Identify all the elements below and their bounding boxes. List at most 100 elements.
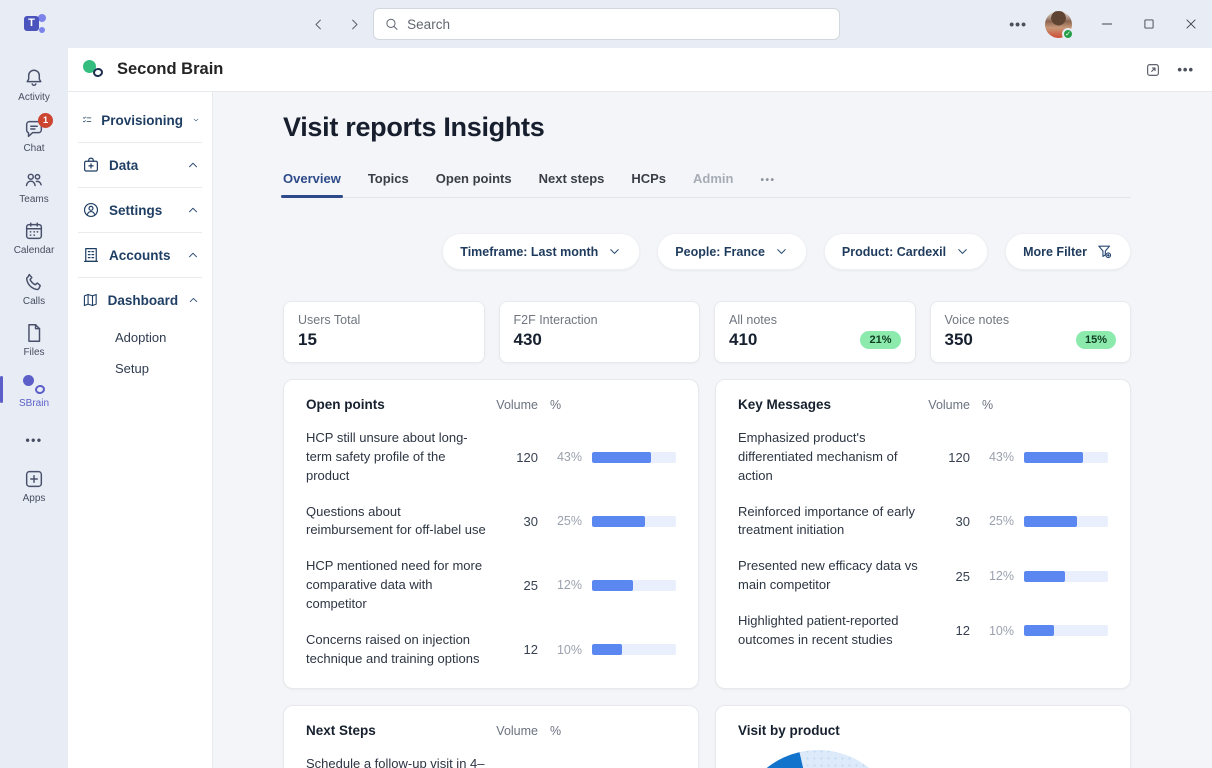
app-sidebar: Provisioning Data Settings (68, 92, 213, 768)
page-title: Visit reports Insights (283, 112, 545, 142)
main-content: Visit reports Insights Overview Topics O… (213, 92, 1212, 768)
tab-hcps[interactable]: HCPs (631, 171, 667, 186)
sidebar-item-adoption[interactable]: Adoption (115, 330, 167, 345)
bar (1024, 570, 1108, 582)
table-row: Concerns raised on injection technique a… (306, 631, 676, 669)
app-header: Second Brain ••• (68, 48, 1212, 92)
filter-funnel-icon (1098, 245, 1112, 259)
filter-people[interactable]: People: France (657, 233, 807, 270)
bar (592, 579, 676, 591)
table-row: Schedule a follow-up visit in 4–6 weeks … (306, 756, 582, 768)
window-titlebar: T ••• ✓ (0, 0, 1212, 48)
chat-icon (25, 120, 43, 138)
chart-title: Visit by product (738, 723, 840, 739)
rail-more-icon[interactable]: ••• (25, 433, 43, 447)
stat-all-notes: All notes 410 21% (714, 301, 916, 363)
donut-segment-dermaril (799, 750, 869, 768)
titlebar-more-icon[interactable]: ••• (1009, 16, 1027, 32)
checklist-icon (82, 116, 92, 123)
table-row: Highlighted patient-reported outcomes in… (738, 612, 1108, 650)
donut-segment-cardexil (767, 752, 804, 768)
tabs-more-icon[interactable]: ••• (760, 175, 776, 186)
stat-cards: Users Total 15 F2F Interaction 430 All n… (283, 301, 1131, 363)
rail-item-activity[interactable]: Activity (0, 60, 68, 111)
bar (1024, 451, 1108, 463)
insight-cards: Open points Volume % HCP still unsure ab… (283, 379, 1131, 768)
person-circle-icon (83, 202, 99, 218)
rail-item-calls[interactable]: Calls (0, 264, 68, 315)
rail-item-chat[interactable]: 1 Chat (0, 111, 68, 162)
avatar[interactable]: ✓ (1045, 10, 1074, 40)
search-icon (386, 18, 398, 30)
app-header-more-icon[interactable]: ••• (1177, 62, 1194, 77)
tab-topics[interactable]: Topics (367, 171, 409, 186)
chat-badge: 1 (38, 113, 53, 128)
phone-icon (25, 273, 41, 291)
minimize-button[interactable] (1086, 0, 1128, 48)
second-brain-logo-icon (83, 58, 109, 82)
tab-open-points[interactable]: Open points (435, 171, 512, 186)
filter-product[interactable]: Product: Cardexil (823, 233, 989, 270)
app-name: Second Brain (117, 60, 224, 78)
data-bag-icon (84, 157, 98, 172)
nav-forward-icon[interactable] (342, 12, 366, 36)
bar (592, 644, 676, 656)
search-input[interactable] (407, 16, 829, 32)
chevron-down-icon (777, 249, 786, 254)
sidebar-item-setup[interactable]: Setup (115, 361, 149, 376)
chevron-down-icon (958, 249, 967, 254)
sidebar-item-provisioning[interactable]: Provisioning (68, 98, 212, 142)
nav-back-icon[interactable] (306, 12, 330, 36)
sidebar-item-data[interactable]: Data (68, 143, 212, 187)
filter-more[interactable]: More Filter (1005, 233, 1131, 270)
bar (592, 451, 676, 463)
table-row: Presented new efficacy data vs main comp… (738, 557, 1108, 595)
table-row: Emphasized product's differentiated mech… (738, 429, 1108, 486)
people-icon (25, 173, 42, 187)
sidebar-item-settings[interactable]: Settings (68, 188, 212, 232)
next-steps-card: Next Steps Volume % Schedule a follow-up… (283, 705, 699, 768)
donut-chart (767, 750, 869, 768)
tab-admin[interactable]: Admin (693, 171, 734, 186)
rail-item-sbrain[interactable]: SBrain (0, 366, 68, 417)
status-badge: 15% (1075, 331, 1116, 349)
sbrain-icon (22, 373, 46, 395)
maximize-button[interactable] (1128, 0, 1170, 48)
sidebar-item-accounts[interactable]: Accounts (68, 233, 212, 277)
open-points-card: Open points Volume % HCP still unsure ab… (283, 379, 699, 690)
table-row: HCP mentioned need for more comparative … (306, 557, 676, 614)
stat-users-total: Users Total 15 (283, 301, 485, 363)
rail-item-calendar[interactable]: Calendar (0, 213, 68, 264)
table-row: Reinforced importance of early treatment… (738, 503, 1108, 541)
rail-item-teams[interactable]: Teams (0, 162, 68, 213)
rail-item-files[interactable]: Files (0, 315, 68, 366)
close-button[interactable] (1170, 0, 1212, 48)
filter-timeframe[interactable]: Timeframe: Last month (442, 233, 641, 270)
chevron-up-icon (189, 162, 197, 168)
stat-voice-notes: Voice notes 350 15% (929, 301, 1131, 363)
search-bar[interactable] (373, 8, 840, 40)
tab-overview[interactable]: Overview (281, 171, 343, 198)
filter-bar: Timeframe: Last month People: France Pro… (283, 233, 1131, 270)
sidebar-item-dashboard[interactable]: Dashboard (68, 278, 212, 322)
teams-rail: Activity 1 Chat Teams Calendar Calls Fil… (0, 48, 68, 768)
key-messages-card: Key Messages Volume % Emphasized product… (715, 379, 1131, 690)
apps-plus-icon (25, 470, 43, 488)
rail-item-apps[interactable]: Apps (0, 461, 68, 512)
tab-next-steps[interactable]: Next steps (538, 171, 605, 186)
bar (1024, 515, 1108, 527)
bar (592, 515, 676, 527)
chevron-down-icon (610, 249, 620, 254)
status-badge: 21% (860, 331, 901, 349)
calendar-icon (25, 222, 43, 240)
table-row: HCP still unsure about long-term safety … (306, 429, 676, 486)
bar (1024, 625, 1108, 637)
popout-icon[interactable] (1145, 62, 1161, 78)
status-available-icon: ✓ (1062, 27, 1074, 40)
visit-by-product-card: Visit by product (715, 705, 1131, 768)
teams-logo-icon: T (24, 13, 46, 35)
chevron-up-icon (189, 297, 198, 303)
building-icon (84, 248, 98, 262)
file-icon (28, 324, 41, 342)
chevron-up-icon (189, 207, 197, 213)
